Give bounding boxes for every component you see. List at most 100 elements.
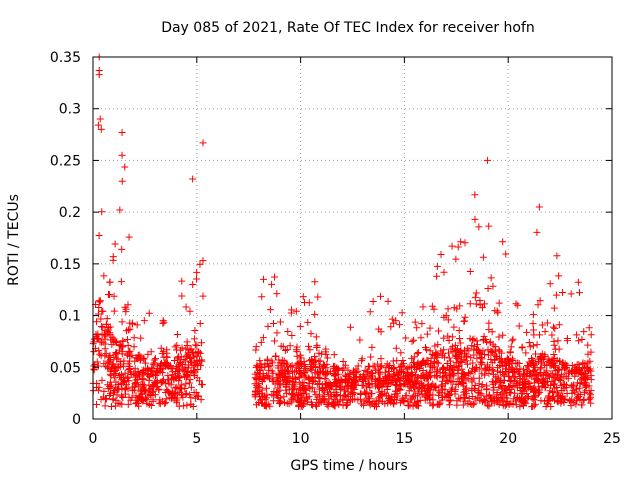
data-point	[130, 343, 138, 351]
data-point	[529, 385, 537, 393]
data-point	[518, 390, 526, 398]
data-point	[413, 374, 421, 382]
data-point	[530, 402, 538, 410]
data-point	[301, 363, 309, 371]
data-point	[102, 394, 110, 402]
data-point	[508, 337, 516, 345]
data-point	[178, 292, 186, 300]
data-point	[197, 339, 205, 347]
data-point	[445, 366, 453, 374]
data-point	[584, 341, 592, 349]
data-point	[284, 328, 292, 336]
data-point	[313, 343, 321, 351]
data-point	[325, 378, 333, 386]
data-point	[563, 361, 571, 369]
data-point	[473, 364, 481, 372]
data-point	[270, 319, 278, 327]
data-point	[456, 395, 464, 403]
data-point	[390, 365, 398, 373]
data-point	[426, 347, 434, 355]
data-point	[375, 325, 383, 333]
data-point	[137, 334, 145, 342]
data-point	[98, 338, 106, 346]
data-point	[567, 382, 575, 390]
data-point	[349, 389, 357, 397]
data-point	[283, 361, 291, 369]
data-point	[145, 309, 153, 317]
data-point	[586, 357, 594, 365]
data-point	[402, 392, 410, 400]
data-point	[498, 385, 506, 393]
data-point	[477, 390, 485, 398]
data-point	[547, 370, 555, 378]
data-point	[111, 387, 119, 395]
data-point	[425, 392, 433, 400]
data-point	[409, 380, 417, 388]
data-point	[520, 365, 528, 373]
data-point	[96, 297, 104, 305]
data-point	[163, 346, 171, 354]
data-point	[374, 379, 382, 387]
data-point	[480, 336, 488, 344]
data-point	[360, 397, 368, 405]
data-point	[92, 318, 100, 326]
data-point	[538, 321, 546, 329]
data-point	[296, 351, 304, 359]
data-point	[121, 163, 129, 171]
data-point	[538, 382, 546, 390]
data-point	[477, 353, 485, 361]
data-point	[182, 357, 190, 365]
data-point	[107, 336, 115, 344]
data-point	[507, 385, 515, 393]
data-point	[312, 333, 320, 341]
data-point	[373, 403, 381, 411]
data-point	[128, 319, 136, 327]
data-point	[408, 337, 416, 345]
data-point	[459, 380, 467, 388]
data-point	[470, 345, 478, 353]
data-point	[378, 362, 386, 370]
data-point	[364, 379, 372, 387]
data-point	[438, 381, 446, 389]
data-point	[136, 393, 144, 401]
data-point	[185, 379, 193, 387]
data-point	[197, 396, 205, 404]
data-point	[147, 390, 155, 398]
data-point	[314, 293, 322, 301]
data-point	[178, 384, 186, 392]
data-point	[531, 391, 539, 399]
data-point	[550, 304, 558, 312]
data-point	[443, 390, 451, 398]
data-point	[327, 392, 335, 400]
data-point	[433, 262, 441, 270]
data-point	[186, 391, 194, 399]
data-point	[499, 331, 507, 339]
data-point	[489, 282, 497, 290]
data-point	[110, 370, 118, 378]
data-point	[307, 398, 315, 406]
data-point	[260, 402, 268, 410]
data-point	[582, 387, 590, 395]
data-point	[382, 364, 390, 372]
data-point	[163, 359, 171, 367]
data-point	[334, 370, 342, 378]
data-point	[444, 305, 452, 313]
data-point	[535, 383, 543, 391]
data-point	[111, 337, 119, 345]
data-point	[149, 397, 157, 405]
data-point	[390, 395, 398, 403]
data-point	[529, 326, 537, 334]
data-point	[402, 334, 410, 342]
data-point	[110, 374, 118, 382]
data-point	[199, 139, 207, 147]
data-point	[254, 388, 262, 396]
data-point	[193, 342, 201, 350]
data-point	[499, 238, 507, 246]
data-point	[477, 358, 485, 366]
data-point	[564, 374, 572, 382]
data-point	[125, 348, 133, 356]
data-point	[117, 342, 125, 350]
data-point	[450, 304, 458, 312]
data-point	[468, 386, 476, 394]
data-point	[438, 396, 446, 404]
